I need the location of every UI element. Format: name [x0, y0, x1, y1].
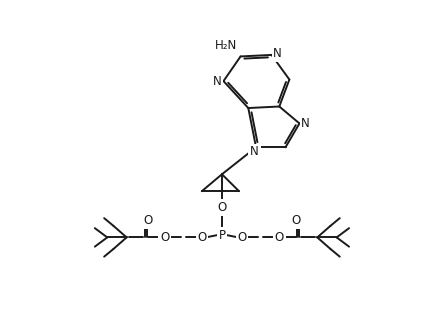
Text: O: O — [275, 231, 284, 244]
Text: H₂N: H₂N — [215, 39, 237, 52]
Text: O: O — [291, 214, 300, 227]
Text: O: O — [237, 231, 247, 244]
Text: O: O — [218, 201, 226, 214]
Text: N: N — [301, 117, 310, 130]
Text: N: N — [250, 145, 259, 158]
Text: P: P — [218, 228, 226, 241]
Text: O: O — [160, 231, 169, 244]
Text: O: O — [144, 214, 153, 227]
Text: O: O — [197, 231, 206, 244]
Text: N: N — [273, 47, 282, 60]
Text: N: N — [213, 75, 222, 88]
